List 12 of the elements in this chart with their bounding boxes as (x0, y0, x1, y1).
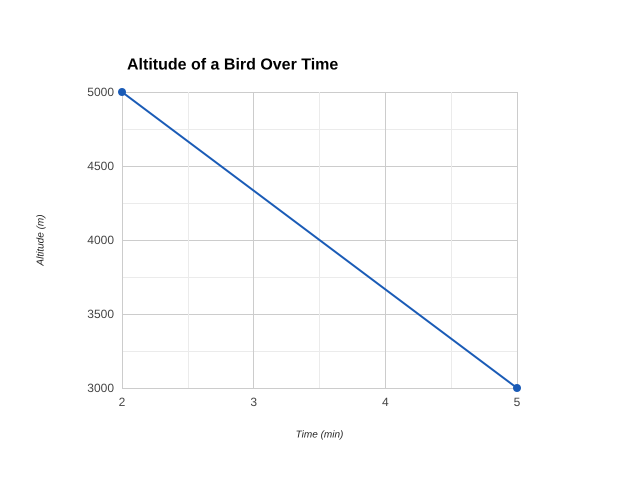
x-tick-label: 4 (382, 395, 389, 409)
y-tick-label: 4500 (87, 159, 114, 173)
y-tick-label: 4000 (87, 233, 114, 247)
x-axis-title: Time (min) (296, 430, 344, 440)
chart-title: Altitude of a Bird Over Time (127, 56, 338, 74)
x-tick-label: 3 (250, 395, 258, 409)
y-tick-label: 3500 (87, 307, 114, 321)
x-tick-label: 2 (118, 395, 126, 409)
y-tick-label: 3000 (87, 381, 114, 395)
y-axis-title: Altitude (m) (36, 214, 46, 267)
y-tick-label: 5000 (87, 85, 114, 99)
x-tick-label: 5 (514, 395, 521, 409)
